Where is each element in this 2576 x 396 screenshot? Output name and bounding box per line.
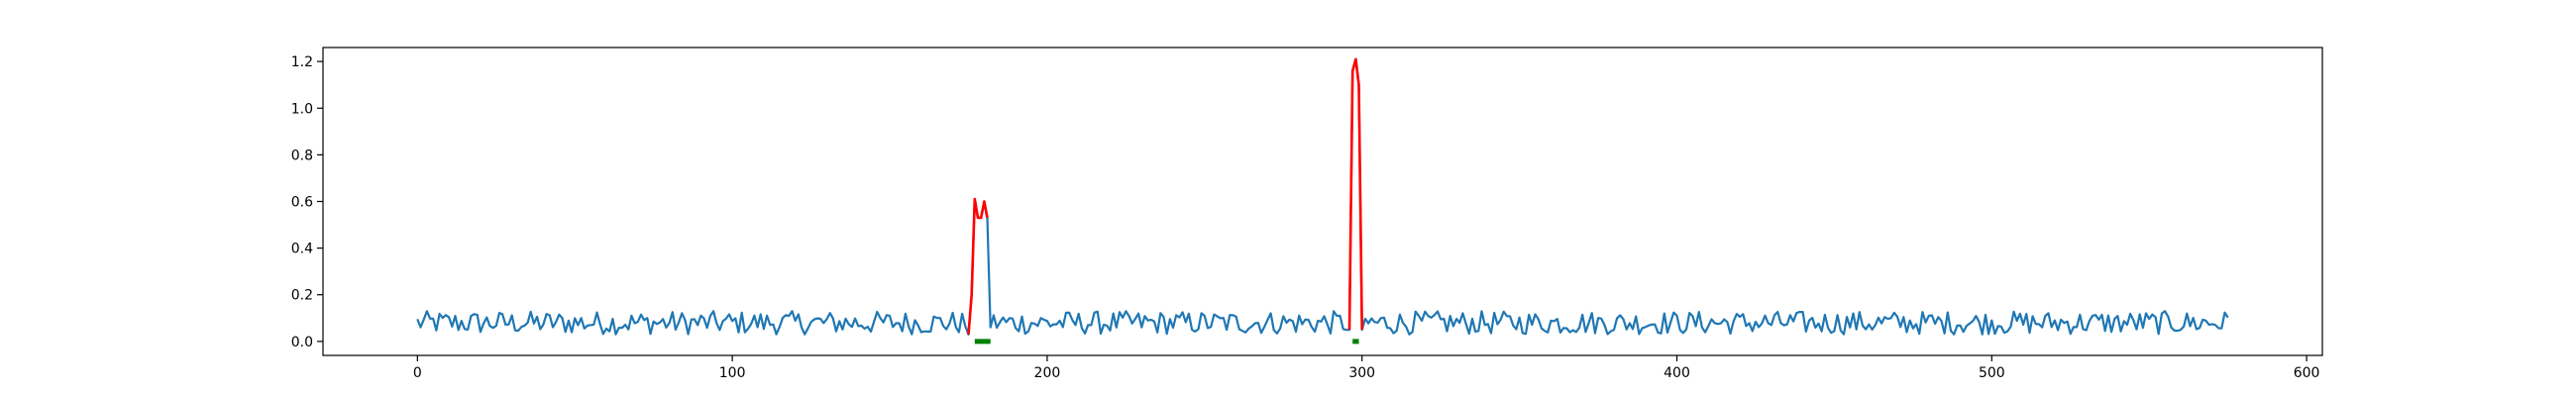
anomaly-segment-2 — [1347, 57, 1363, 331]
y-tick-label-6: 1.2 — [291, 54, 313, 70]
x-tick-label-300: 300 — [1348, 365, 1375, 381]
x-tick-label-400: 400 — [1664, 365, 1690, 381]
y-tick-label-2: 0.4 — [291, 242, 313, 257]
y-tick-label-3: 0.6 — [291, 195, 313, 211]
axes-frame — [322, 47, 2323, 356]
signal-series-line — [416, 57, 2229, 336]
x-tick-label-100: 100 — [719, 365, 746, 381]
anomaly-segment-1 — [967, 197, 989, 335]
x-tick-label-200: 200 — [1034, 365, 1061, 381]
y-tick-label-5: 1.0 — [291, 101, 313, 117]
x-tick-label-600: 600 — [2294, 365, 2320, 381]
y-tick-label-0: 0.0 — [291, 335, 313, 350]
y-tick-label-4: 0.8 — [291, 148, 313, 163]
x-tick-label-0: 0 — [413, 365, 422, 381]
y-tick-label-1: 0.2 — [291, 288, 313, 304]
axis-ticks: 0 100 200 300 400 500 600 0.0 0.2 0.4 0.6 0.8 1.0 1.2 — [291, 54, 2320, 381]
plot-area — [416, 57, 2229, 345]
x-tick-label-500: 500 — [1979, 365, 2005, 381]
